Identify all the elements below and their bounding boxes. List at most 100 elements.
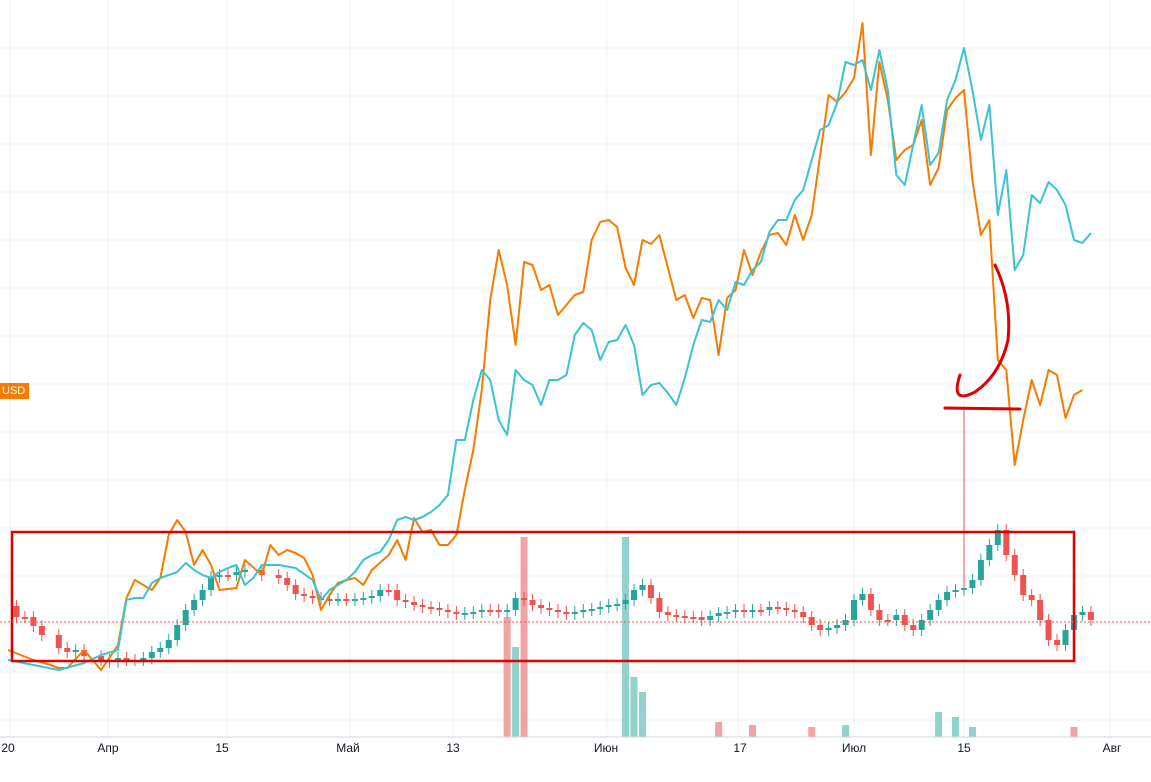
candle-body <box>368 596 375 598</box>
candle-body <box>436 608 443 610</box>
x-tick-label: 15 <box>957 741 971 755</box>
candle-body <box>639 585 646 590</box>
volume-bar <box>503 617 511 737</box>
candle-body <box>1020 575 1027 595</box>
candle-body <box>588 609 595 611</box>
volume-bar <box>520 537 528 737</box>
candle-body <box>1003 530 1010 555</box>
candle-body <box>859 594 866 600</box>
candle-body <box>910 625 917 630</box>
candle-body <box>64 648 71 652</box>
candle-body <box>385 590 392 592</box>
candle-body <box>495 610 502 612</box>
volume-bar <box>952 717 960 737</box>
x-tick-label: 15 <box>215 741 229 755</box>
candle-body <box>419 605 426 607</box>
candle-body <box>233 572 240 575</box>
volume-bar <box>808 727 816 737</box>
candle-body <box>241 570 248 572</box>
x-tick-label: Апр <box>97 741 119 755</box>
candle-body <box>876 610 883 620</box>
candle-body <box>664 612 671 615</box>
candle-body <box>208 577 215 590</box>
candle-body <box>21 617 28 619</box>
orange-series-line <box>7 22 1083 671</box>
candle-body <box>1028 595 1035 600</box>
candle-body <box>571 612 578 614</box>
candle-body <box>174 625 181 640</box>
candle-body <box>1011 555 1018 575</box>
candle-body <box>470 612 477 614</box>
candle-body <box>766 607 773 610</box>
x-tick-label: 13 <box>446 741 460 755</box>
candle-body <box>554 610 561 612</box>
candle-body <box>749 610 756 612</box>
candle-body <box>893 615 900 620</box>
grid-layer <box>0 0 1151 737</box>
candle-body <box>690 617 697 619</box>
candle-body <box>994 530 1001 545</box>
candle-body <box>521 598 528 600</box>
candle-body <box>140 658 147 660</box>
volume-layer <box>503 537 1078 737</box>
candle-body <box>1087 612 1094 620</box>
candle-body <box>834 625 841 628</box>
candle-body <box>817 625 824 630</box>
candle-body <box>165 640 172 648</box>
candle-body <box>952 590 959 592</box>
candle-body <box>428 607 434 609</box>
candle-body <box>309 596 316 598</box>
candle-body <box>918 620 925 630</box>
candle-layer <box>13 410 1094 668</box>
candle-body <box>563 612 570 614</box>
candle-body <box>774 607 781 609</box>
candle-body <box>334 599 341 601</box>
candle-body <box>597 607 604 609</box>
volume-bar <box>935 712 943 737</box>
freehand-underline <box>943 406 1022 411</box>
candle-body <box>351 599 358 601</box>
x-tick-label: Июн <box>593 741 619 755</box>
candle-body <box>1062 630 1069 645</box>
candle-body <box>444 610 451 612</box>
candle-body <box>927 610 934 620</box>
candle-body <box>647 585 654 598</box>
candle-body <box>537 605 544 608</box>
candle-body <box>656 598 663 612</box>
candle-body <box>783 608 790 610</box>
candle-body <box>1079 612 1086 615</box>
candle-body <box>698 617 705 620</box>
candle-body <box>901 615 908 625</box>
candle-body <box>284 578 291 585</box>
candle-body <box>851 600 857 620</box>
candle-body <box>453 612 460 614</box>
candle-body <box>681 616 688 618</box>
candle-body <box>487 610 494 612</box>
candle-body <box>732 610 739 612</box>
candle-body <box>546 608 553 610</box>
volume-bar <box>512 647 520 737</box>
x-tick-label: Май <box>336 741 360 755</box>
candle-body <box>98 656 105 660</box>
candle-body <box>478 610 485 612</box>
candle-body <box>402 600 409 602</box>
candle-body <box>724 612 731 614</box>
candle-body <box>1045 620 1052 640</box>
candle-body <box>216 575 223 577</box>
candle-body <box>72 650 79 652</box>
candle-body <box>935 600 942 610</box>
x-tick-label: Авг <box>1102 741 1122 755</box>
candle-body <box>808 617 815 625</box>
volume-bar <box>630 677 638 737</box>
candle-body <box>867 594 874 610</box>
candle-body <box>580 610 587 612</box>
candle-body <box>326 599 333 601</box>
candle-body <box>757 610 764 612</box>
candle-body <box>360 598 367 600</box>
candle-body <box>884 620 891 622</box>
volume-bar <box>842 725 850 737</box>
candle-body <box>715 613 722 616</box>
candle-body <box>1037 600 1044 620</box>
